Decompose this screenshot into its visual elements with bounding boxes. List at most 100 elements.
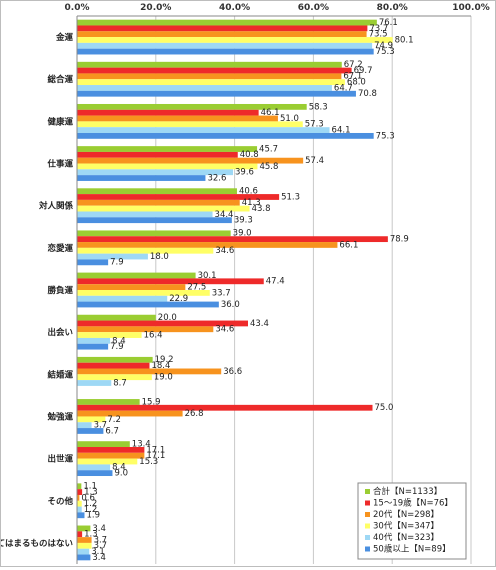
bar <box>77 343 109 350</box>
data-label: 20.0 <box>158 313 177 323</box>
data-label: 1.2 <box>84 499 98 509</box>
legend-swatch <box>365 546 370 552</box>
data-label: 3.7 <box>94 421 108 431</box>
data-label: 18.0 <box>150 252 169 262</box>
legend-label: 30代【N=347】 <box>373 521 439 532</box>
bar <box>77 284 186 290</box>
data-label: 40.6 <box>239 187 258 197</box>
category-label: 勝負運 <box>47 285 73 296</box>
bar <box>77 175 206 181</box>
bar <box>77 109 259 116</box>
data-label: 45.7 <box>259 144 278 154</box>
bar <box>77 410 183 417</box>
legend-label: 15～19歳【N=76】 <box>373 498 453 509</box>
legend-label: 50歳以上【N=89】 <box>373 544 451 555</box>
data-label: 43.8 <box>252 204 271 214</box>
bar <box>77 489 83 495</box>
bar <box>77 494 80 501</box>
data-label: 47.4 <box>266 277 285 287</box>
data-label: 3.4 <box>92 524 106 534</box>
bar <box>77 362 150 369</box>
data-label: 18.4 <box>151 361 170 371</box>
bar <box>77 301 219 308</box>
data-label: 7.9 <box>110 342 124 352</box>
legend-label: 20代【N=298】 <box>373 509 439 520</box>
data-label: 34.6 <box>215 325 234 335</box>
legend-swatch <box>365 535 370 540</box>
bar <box>77 132 374 139</box>
data-label: 39.3 <box>234 216 253 226</box>
data-label: 64.1 <box>332 125 351 135</box>
legend-swatch <box>365 489 370 494</box>
bar <box>77 458 138 465</box>
bar <box>77 404 373 411</box>
bar <box>77 194 280 200</box>
category-label: 仕事運 <box>46 159 73 170</box>
data-label: 17.1 <box>146 445 165 455</box>
bar <box>77 242 338 248</box>
data-label: 19.2 <box>155 355 174 365</box>
x-tick-label: 100.0% <box>452 3 490 13</box>
bar <box>77 452 145 459</box>
data-label: 27.5 <box>187 283 206 293</box>
data-label: 3.1 <box>91 547 105 557</box>
data-label: 1.3 <box>84 487 98 497</box>
category-label: 出会い <box>47 327 73 338</box>
category-label: 金運 <box>55 32 74 43</box>
data-label: 75.3 <box>376 131 395 141</box>
bar <box>77 464 111 471</box>
bar <box>77 356 153 363</box>
bar <box>77 230 231 237</box>
bar <box>77 205 250 212</box>
data-label: 40.8 <box>240 150 259 160</box>
category-label: あてはまるものはない <box>1 539 73 549</box>
bar <box>77 199 240 206</box>
data-label: 1.1 <box>83 482 97 492</box>
data-label: 3.7 <box>94 541 108 551</box>
data-label: 41.3 <box>242 198 261 208</box>
data-label: 66.1 <box>339 240 358 250</box>
bar <box>77 127 330 133</box>
data-label: 57.4 <box>305 156 324 166</box>
data-label: 36.6 <box>223 367 242 377</box>
bar <box>77 25 368 32</box>
legend-label: 40代【N=323】 <box>373 532 439 543</box>
data-label: 36.0 <box>221 300 240 310</box>
data-label: 34.4 <box>215 210 234 220</box>
data-label: 51.3 <box>281 192 300 202</box>
bar <box>77 247 214 254</box>
data-label: 8.4 <box>112 463 126 473</box>
bar <box>77 295 168 302</box>
data-label: 1.3 <box>84 530 98 540</box>
data-label: 6.7 <box>105 426 119 436</box>
data-label: 39.0 <box>233 229 252 239</box>
data-label: 7.9 <box>110 258 124 268</box>
bar <box>77 470 113 477</box>
bar <box>77 337 111 344</box>
bar <box>77 272 196 279</box>
bar <box>77 31 367 38</box>
bar <box>77 368 222 375</box>
data-label: 69.7 <box>354 66 373 76</box>
x-tick-label: 40.0% <box>219 3 250 13</box>
bar <box>77 19 377 26</box>
data-label: 73.5 <box>369 30 388 40</box>
legend-swatch <box>365 500 370 506</box>
bar <box>77 79 345 86</box>
bar <box>77 73 342 80</box>
data-label: 30.1 <box>198 271 217 281</box>
bar <box>77 157 304 164</box>
data-label: 70.8 <box>358 89 377 99</box>
bar <box>77 447 145 453</box>
data-label: 39.6 <box>235 168 254 178</box>
data-label: 8.7 <box>113 378 127 388</box>
category-label: その他 <box>47 496 73 507</box>
bar <box>77 537 92 543</box>
bar <box>77 67 352 74</box>
bar <box>77 259 109 266</box>
category-label: 対人関係 <box>38 201 74 212</box>
bar <box>77 37 393 43</box>
x-tick-label: 0.0% <box>65 3 90 13</box>
bar <box>77 512 85 519</box>
data-label: 58.3 <box>309 102 328 112</box>
